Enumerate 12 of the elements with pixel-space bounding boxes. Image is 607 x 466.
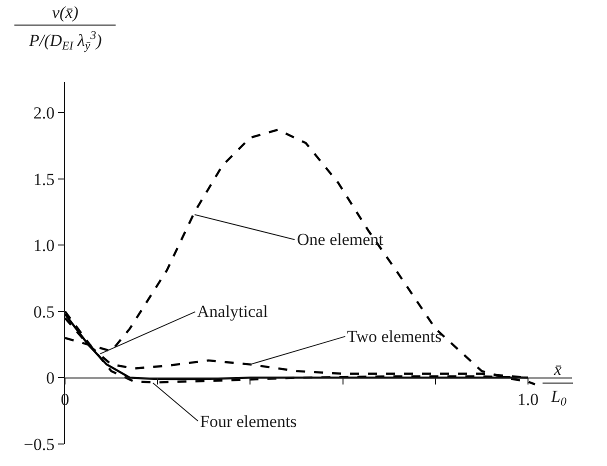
annotation: Four elements	[200, 412, 297, 431]
annotation: Two elements	[347, 327, 442, 346]
y-tick-label: 1.5	[33, 170, 55, 189]
y-tick-label: 2.0	[33, 103, 55, 122]
annotation: One element	[297, 230, 384, 249]
y-tick-label: 0	[46, 368, 55, 388]
y-axis-title: v(x̄) P/(D$_{EI}$ λ$_{ȳ}$$^{3}$)	[28, 3, 102, 53]
annotation: Analytical	[197, 302, 268, 321]
y-tick-label: 1.0	[33, 236, 55, 256]
x-axis-title: x̄ L$_{0}$	[550, 360, 566, 409]
y-tick-label: 0.5	[33, 302, 55, 322]
y-tick-label: −0.5	[24, 434, 55, 454]
